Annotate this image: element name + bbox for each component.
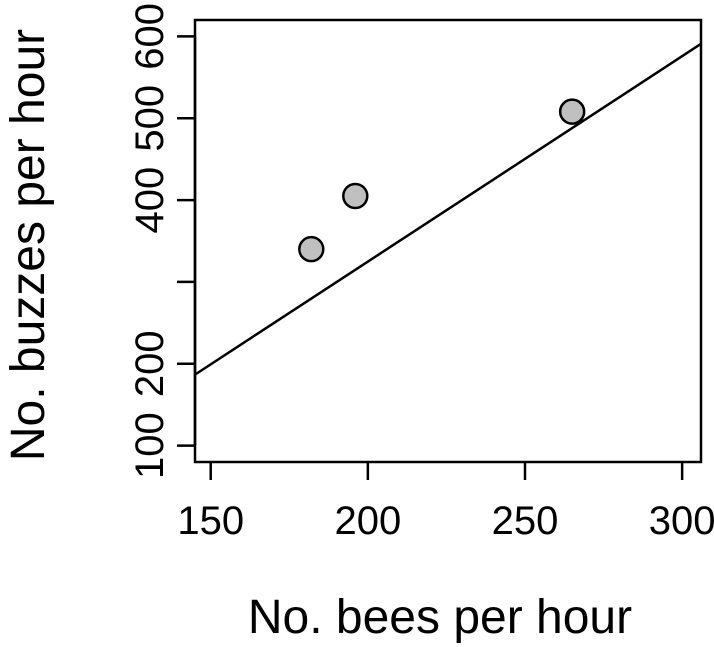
x-tick-label: 200 [334, 499, 401, 543]
y-axis: 100 200 400 500 600 [128, 3, 197, 479]
y-tick-label: 100 [128, 412, 172, 479]
regression-line [194, 42, 702, 376]
x-tick-label: 250 [492, 499, 559, 543]
data-point [342, 182, 369, 210]
y-tick-label: 400 [128, 167, 172, 234]
plot-frame [193, 18, 703, 464]
x-tick-label: 150 [177, 499, 244, 543]
y-tick-label: 600 [128, 3, 172, 70]
x-tick-label: 300 [649, 499, 714, 543]
data-points [298, 98, 586, 263]
y-tick-label: 200 [128, 330, 172, 397]
y-axis-title: No. buzzes per hour [2, 29, 55, 461]
data-point [298, 235, 325, 263]
y-tick-label: 500 [128, 85, 172, 152]
x-axis: 150 200 250 300 [177, 462, 714, 543]
x-axis-title: No. bees per hour [248, 591, 632, 644]
data-point [558, 98, 586, 125]
